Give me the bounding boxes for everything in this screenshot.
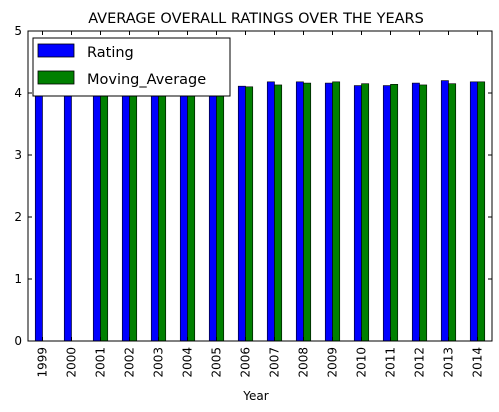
x-tick-label: 2004	[181, 347, 195, 378]
bar-moving-average-2011	[390, 84, 399, 342]
x-tick-label: 2008	[297, 347, 311, 378]
bar-rating-2011	[382, 85, 391, 342]
plot-frame	[27, 30, 493, 342]
bar-moving-average-2001	[100, 74, 109, 342]
bar-rating-2000	[63, 92, 72, 342]
bar-rating-2003	[150, 89, 159, 342]
legend-swatch-moving-average	[37, 70, 75, 85]
x-tick-label: 2007	[268, 347, 282, 378]
y-tick-label: 5	[14, 24, 22, 38]
x-tick-label: 2001	[94, 347, 108, 378]
bar-moving-average-2004	[187, 88, 196, 342]
bar-moving-average-2014	[477, 81, 486, 342]
bar-moving-average-2005	[216, 89, 225, 342]
bar-rating-2010	[353, 85, 362, 342]
x-tick-label: 2003	[152, 347, 166, 378]
y-tick-label: 0	[14, 334, 22, 348]
x-axis-label: Year	[242, 389, 268, 403]
bar-moving-average-2003	[158, 84, 167, 342]
y-tick-label: 3	[14, 148, 22, 162]
bar-rating-2012	[411, 82, 420, 342]
x-tick-label: 1999	[36, 347, 50, 378]
bar-rating-2006	[237, 85, 246, 342]
x-tick-label: 2010	[355, 347, 369, 378]
bar-rating-2005	[208, 89, 217, 342]
legend-swatch-rating	[37, 43, 75, 58]
bar-rating-2013	[440, 80, 449, 342]
x-tick-label: 2013	[442, 347, 456, 378]
x-tick-label: 2000	[65, 347, 79, 378]
x-tick-label: 2014	[471, 347, 485, 378]
bar-moving-average-2012	[419, 84, 428, 342]
x-tick-label: 2005	[210, 347, 224, 378]
bar-moving-average-2006	[245, 86, 254, 342]
x-tick-label: 2012	[413, 347, 427, 378]
y-tick-label: 2	[14, 210, 22, 224]
bar-rating-2008	[295, 81, 304, 342]
y-tick-label: 1	[14, 272, 22, 286]
bar-moving-average-2007	[274, 84, 283, 342]
bar-moving-average-2002	[129, 85, 138, 342]
bar-rating-2009	[324, 82, 333, 342]
legend-label-moving-average: Moving_Average	[87, 72, 206, 88]
bar-rating-2014	[469, 81, 478, 342]
bar-rating-2001	[92, 77, 101, 342]
bar-moving-average-2008	[303, 82, 312, 342]
bar-rating-2007	[266, 81, 275, 342]
legend: Rating Moving_Average	[32, 37, 231, 97]
bar-moving-average-2009	[332, 81, 341, 342]
bar-rating-2002	[121, 86, 130, 342]
x-tick-label: 2002	[123, 347, 137, 378]
y-tick-label: 4	[14, 86, 22, 100]
x-tick-label: 2009	[326, 347, 340, 378]
ticks-layer: 1999 2000 2001 2002 2003 2004 2005 2006 2007 2008…	[14, 24, 492, 378]
chart-title: AVERAGE OVERALL RATINGS OVER THE YEARS	[88, 11, 424, 27]
bar-moving-average-2013	[448, 83, 457, 342]
legend-label-rating: Rating	[87, 45, 134, 61]
x-tick-label: 2011	[384, 347, 398, 378]
bar-rating-2004	[179, 89, 188, 342]
bar-moving-average-2010	[361, 83, 370, 342]
bars-layer	[34, 46, 486, 342]
x-tick-label: 2006	[239, 347, 253, 378]
